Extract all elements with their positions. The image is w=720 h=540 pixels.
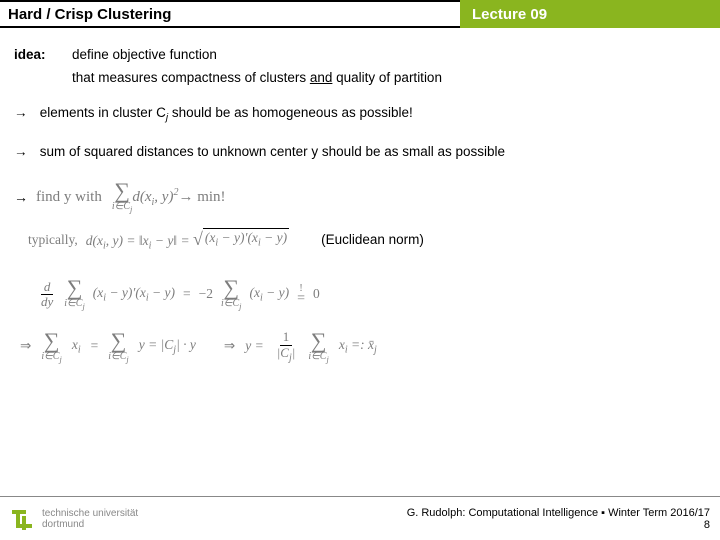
sigma-icon: ∑ i∈Cj <box>41 330 62 364</box>
header-lecture: Lecture 09 <box>460 0 720 28</box>
header-title: Hard / Crisp Clustering <box>0 0 460 28</box>
slide-footer: technische universität dortmund G. Rudol… <box>0 496 720 540</box>
idea-line2-pre: that measures compactness of clusters <box>72 70 310 85</box>
slide-header: Hard / Crisp Clustering Lecture 09 <box>0 0 720 28</box>
footer-credit: G. Rudolph: Computational Intelligence ▪… <box>407 507 710 531</box>
equals-zero-icon: ! = <box>297 285 305 304</box>
bullet-1-pre: elements in cluster C <box>40 105 166 120</box>
equals: = <box>91 337 99 356</box>
one-over-cj: 1 |Cj| <box>274 330 299 363</box>
implies-icon: ⇒ <box>20 337 31 356</box>
implication-row: ⇒ ∑ i∈Cj xi = ∑ i∈Cj y = |Cj| · y ⇒ y = … <box>20 330 706 364</box>
idea-line2-post: quality of partition <box>332 70 442 85</box>
typically-label: typically, <box>28 231 78 250</box>
idea-block: idea: define objective function that mea… <box>14 46 706 88</box>
sigma-icon: ∑ i∈Cj <box>108 330 129 364</box>
arrow-icon: → <box>14 188 36 208</box>
dxy-squared: d(xi, y)2 <box>132 186 178 210</box>
page-number: 8 <box>407 519 710 531</box>
sigma-icon: ∑ i∈Cj <box>112 180 133 214</box>
zero: 0 <box>313 285 320 304</box>
idea-line2: that measures compactness of clusters an… <box>72 69 706 88</box>
idea-line1: define objective function <box>72 46 706 65</box>
deriv-term: (xi − y)′(xi − y) <box>93 284 175 306</box>
typically-row: typically, d(xi, y) = ‖xi − y‖ = (xi − y… <box>28 227 706 254</box>
arrow-icon: → <box>14 104 36 123</box>
norm-equation: d(xi, y) = ‖xi − y‖ = (xi − y)′(xi − y) <box>86 227 289 254</box>
uni-line2: dortmund <box>42 519 138 530</box>
sigma-icon: ∑ i∈Cj <box>308 330 329 364</box>
sigma-icon: ∑ i∈Cj <box>64 277 85 311</box>
implies-icon: ⇒ <box>224 337 235 356</box>
minus-two: −2 <box>199 285 213 304</box>
y-eq: y = |Cj| · y <box>139 336 196 358</box>
arrow-icon: → <box>14 143 36 162</box>
sigma-icon: ∑ i∈Cj <box>221 277 242 311</box>
idea-body: define objective function that measures … <box>72 46 706 88</box>
deriv-term-2: (xi − y) <box>250 284 290 306</box>
find-y-text: find y with <box>36 187 102 208</box>
uni-line1: technische universität <box>42 508 138 519</box>
bullet-2: → sum of squared distances to unknown ce… <box>14 143 706 162</box>
credit-text: G. Rudolph: Computational Intelligence ▪… <box>407 507 710 519</box>
university-logo: technische universität dortmund <box>10 506 138 532</box>
idea-line2-underline: and <box>310 70 333 85</box>
to-min: → min! <box>178 187 225 208</box>
bullet-1-post: should be as homogeneous as possible! <box>168 105 413 120</box>
derivative-row: d dy ∑ i∈Cj (xi − y)′(xi − y) = −2 ∑ i∈C… <box>38 277 706 311</box>
logo-text: technische universität dortmund <box>42 508 138 530</box>
bullet-2-text: sum of squared distances to unknown cent… <box>40 144 505 159</box>
slide-content: idea: define objective function that mea… <box>0 28 720 364</box>
equals: = <box>183 285 191 304</box>
math-find-y: → find y with ∑ i∈Cj d(xi, y)2 → min! <box>14 180 706 214</box>
idea-label: idea: <box>14 46 72 88</box>
bullet-1: → elements in cluster Cj should be as ho… <box>14 104 706 126</box>
norm-label: (Euclidean norm) <box>321 231 424 250</box>
xi: xi <box>72 336 81 358</box>
xi-eq-xbar: xi =: x̄j <box>339 336 377 358</box>
logo-mark-icon <box>10 506 36 532</box>
y-result: y = <box>245 337 263 356</box>
d-dy-fraction: d dy <box>38 280 56 310</box>
